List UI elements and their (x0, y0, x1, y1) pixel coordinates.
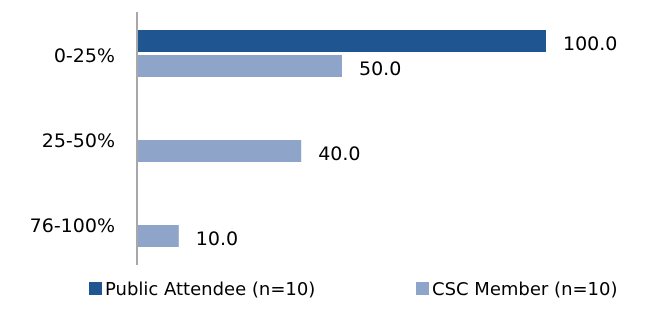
legend-swatch (89, 282, 102, 295)
legend-label: Public Attendee (n=10) (105, 279, 315, 300)
bar (138, 30, 546, 52)
category-labels: 0-25% 25-50% 76-100% (30, 45, 115, 237)
category-label: 76-100% (30, 215, 115, 237)
legend-swatch (416, 282, 429, 295)
data-label: 40.0 (318, 143, 360, 165)
bars (138, 30, 546, 247)
bar (138, 140, 302, 162)
legend-item: CSC Member (n=10) (416, 279, 617, 300)
category-label: 25-50% (42, 130, 115, 152)
legend-item: Public Attendee (n=10) (89, 279, 315, 300)
legend-label: CSC Member (n=10) (432, 279, 617, 300)
legend: Public Attendee (n=10) CSC Member (n=10) (89, 279, 617, 300)
data-label: 50.0 (359, 58, 401, 80)
data-label: 10.0 (196, 228, 238, 250)
bar (138, 225, 179, 247)
bar (138, 55, 342, 77)
data-labels: 100.0 50.0 40.0 10.0 (196, 33, 618, 250)
data-label: 100.0 (563, 33, 617, 55)
category-label: 0-25% (54, 45, 115, 67)
